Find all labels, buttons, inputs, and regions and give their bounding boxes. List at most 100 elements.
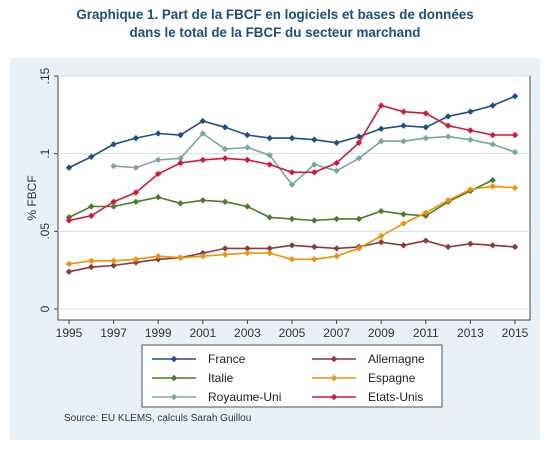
plot-area	[57, 75, 531, 321]
data-point	[155, 170, 162, 178]
data-point	[110, 203, 117, 210]
data-point	[155, 193, 162, 201]
x-tick-label: 2005	[279, 326, 306, 340]
data-point	[467, 186, 474, 193]
x-axis: 1995 1997 1999 2001 2003 2005 2007 2009 2011 2013…	[56, 320, 529, 340]
y-tick-label: .05	[38, 223, 52, 240]
data-point	[199, 117, 206, 125]
data-point	[266, 249, 273, 257]
data-point	[244, 245, 251, 252]
data-point	[333, 167, 340, 174]
legend-label: Royaume-Uni	[208, 390, 281, 404]
y-tick-label: .1	[38, 148, 52, 158]
data-point	[177, 200, 184, 207]
data-point	[288, 242, 296, 249]
chart-title: Graphique 1. Part de la FBCF en logiciel…	[0, 6, 550, 42]
data-point	[378, 138, 385, 145]
series-etats-unis	[65, 102, 519, 224]
x-tick-label: 2003	[234, 326, 261, 340]
legend-item-italie: Italie	[152, 371, 234, 385]
x-tick-label: 2007	[323, 326, 350, 340]
x-tick-label: 2009	[368, 326, 395, 340]
data-point	[110, 198, 117, 206]
data-point	[489, 131, 496, 139]
series-espagne	[65, 183, 519, 268]
data-point	[422, 134, 429, 142]
data-point	[221, 124, 229, 131]
data-point	[333, 159, 340, 167]
data-point	[489, 102, 496, 109]
data-point	[221, 198, 229, 206]
data-point	[511, 131, 519, 139]
x-tick-label: 1995	[56, 326, 83, 340]
series-italie	[65, 176, 496, 224]
legend-label: Espagne	[368, 371, 416, 385]
data-point	[199, 156, 206, 164]
data-point	[177, 155, 184, 162]
data-point	[110, 262, 117, 269]
data-point	[244, 131, 251, 139]
data-point	[422, 237, 429, 244]
data-point	[244, 203, 251, 210]
data-point	[132, 256, 140, 263]
data-point	[288, 134, 296, 142]
data-point	[288, 169, 296, 176]
data-point	[444, 113, 452, 120]
data-point	[132, 189, 140, 196]
data-point	[311, 243, 318, 251]
data-point	[110, 257, 117, 265]
data-point	[177, 254, 184, 261]
data-point	[155, 156, 162, 164]
legend-item-espagne: Espagne	[312, 371, 416, 385]
legend-marker	[330, 355, 338, 363]
legend-item-etats-unis: Etats-Unis	[312, 390, 423, 404]
data-point	[333, 245, 340, 252]
data-point	[65, 217, 73, 224]
data-point	[221, 155, 229, 162]
data-point	[288, 256, 296, 263]
data-point	[199, 252, 206, 260]
data-point	[177, 159, 184, 167]
gridlines	[58, 75, 530, 310]
data-point	[244, 144, 251, 151]
data-point	[199, 197, 206, 204]
legend-marker	[170, 355, 178, 363]
data-point	[199, 130, 206, 137]
legend-label: Allemagne	[368, 352, 425, 366]
legend-marker	[170, 374, 178, 382]
data-point	[355, 245, 363, 252]
data-point	[511, 243, 519, 251]
data-point	[244, 249, 251, 257]
y-axis: 0 .05 .1 .15	[38, 67, 58, 312]
data-point	[110, 162, 117, 170]
legend-marker	[170, 393, 178, 401]
data-point	[177, 131, 184, 139]
data-point	[65, 164, 73, 171]
data-point	[288, 215, 296, 223]
legend-label: France	[208, 352, 246, 366]
data-point	[489, 242, 496, 249]
series-line-italie	[68, 179, 494, 222]
data-point	[400, 108, 407, 115]
data-point	[467, 136, 474, 143]
data-point	[355, 133, 363, 140]
data-point	[489, 183, 496, 190]
data-point	[311, 169, 318, 176]
data-point	[400, 211, 407, 218]
data-point	[355, 139, 363, 146]
data-point	[467, 108, 474, 115]
data-point	[311, 256, 318, 263]
data-point	[65, 260, 73, 268]
data-point	[400, 122, 407, 129]
data-point	[378, 232, 385, 240]
data-point	[333, 139, 340, 146]
chart-title-line2: dans le total de la FBCF du secteur marc…	[129, 25, 421, 40]
legend-label: Etats-Unis	[368, 390, 423, 404]
data-point	[511, 92, 519, 100]
data-point	[378, 125, 385, 133]
series-lines	[65, 92, 519, 275]
data-point	[378, 207, 385, 215]
data-point	[155, 130, 162, 137]
data-point	[88, 203, 95, 210]
